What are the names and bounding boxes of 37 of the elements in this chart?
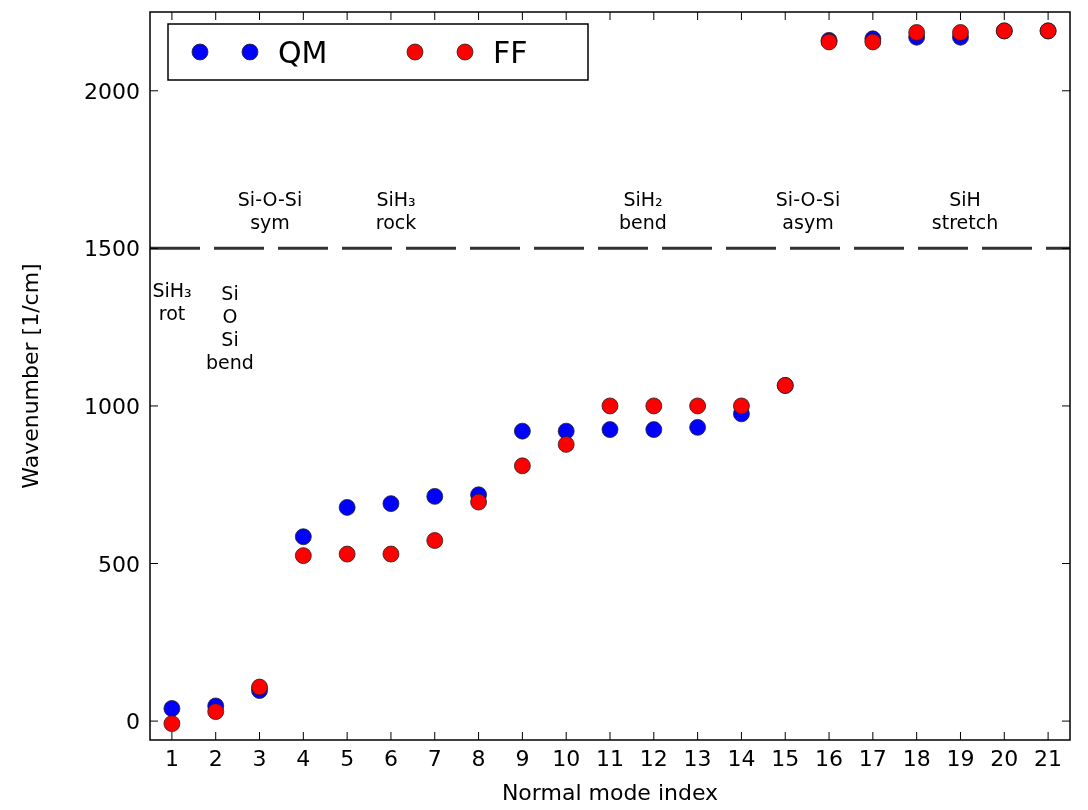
x-axis-title: Normal mode index xyxy=(501,780,719,805)
x-tick-label: 7 xyxy=(427,746,442,771)
x-tick-label: 11 xyxy=(596,746,624,771)
annotation: SiH₃ rock xyxy=(375,187,417,233)
x-tick-label: 16 xyxy=(815,746,844,771)
x-tick-label: 1 xyxy=(164,746,179,771)
x-tick-label: 17 xyxy=(858,746,887,771)
x-tick-label: 10 xyxy=(552,746,581,771)
y-tick-label: 1500 xyxy=(84,236,140,262)
y-axis-title: Wavenumber [1/cm] xyxy=(18,263,43,489)
x-tick-label: 15 xyxy=(771,746,800,771)
y-tick-label: 500 xyxy=(98,551,140,577)
x-tick-label: 8 xyxy=(471,746,486,771)
x-tick-label: 13 xyxy=(683,746,712,771)
x-tick-label: 3 xyxy=(252,746,267,771)
x-tick-label: 12 xyxy=(639,746,668,771)
x-tick-label: 14 xyxy=(727,746,756,771)
annotation: Si-O-Si asym xyxy=(775,187,841,233)
x-tick-label: 9 xyxy=(515,746,530,771)
x-tick-label: 4 xyxy=(296,746,311,771)
y-tick-label: 0 xyxy=(126,709,140,735)
y-tick-label: 1000 xyxy=(84,393,140,419)
x-tick-label: 18 xyxy=(902,746,931,771)
x-tick-label: 21 xyxy=(1034,746,1063,771)
x-tick-label: 2 xyxy=(208,746,223,771)
annotation: SiH₂ bend xyxy=(619,187,667,233)
annotation: Si O Si bend xyxy=(206,281,254,373)
x-tick-label: 19 xyxy=(946,746,975,771)
x-tick-label: 6 xyxy=(383,746,398,771)
annotation: SiH₃ rot xyxy=(152,278,192,324)
annotation: SiH stretch xyxy=(931,187,999,233)
legend-label: QM xyxy=(278,35,328,70)
legend-label: FF xyxy=(493,35,528,70)
annotation: Si-O-Si sym xyxy=(237,187,303,233)
x-tick-label: 20 xyxy=(990,746,1019,771)
x-tick-label: 5 xyxy=(340,746,355,771)
y-tick-label: 2000 xyxy=(84,78,140,104)
